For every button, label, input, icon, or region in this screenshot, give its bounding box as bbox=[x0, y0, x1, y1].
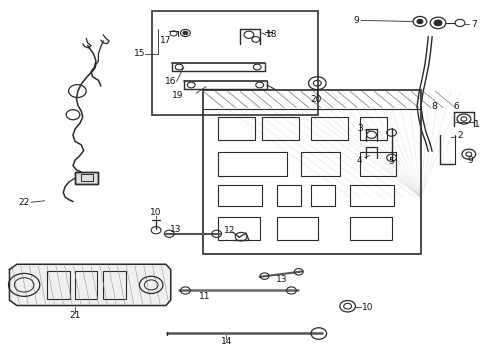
Text: 20: 20 bbox=[310, 95, 321, 104]
Bar bbox=[218, 152, 287, 176]
Polygon shape bbox=[9, 264, 171, 306]
Bar bbox=[262, 117, 299, 140]
Text: 17: 17 bbox=[160, 36, 171, 45]
Bar bbox=[47, 271, 70, 299]
Text: 4: 4 bbox=[357, 156, 363, 165]
Text: 10: 10 bbox=[363, 303, 374, 312]
Bar bbox=[277, 217, 318, 240]
Bar bbox=[218, 217, 260, 240]
Text: 12: 12 bbox=[223, 226, 235, 235]
Text: 13: 13 bbox=[276, 275, 288, 284]
Text: 22: 22 bbox=[19, 198, 30, 207]
Bar bbox=[350, 217, 392, 240]
Text: 7: 7 bbox=[471, 19, 477, 28]
Text: 1: 1 bbox=[474, 120, 480, 129]
Bar bbox=[350, 185, 394, 206]
Text: 11: 11 bbox=[199, 292, 211, 301]
Bar bbox=[277, 185, 301, 206]
Bar bbox=[360, 152, 396, 176]
Circle shape bbox=[183, 31, 188, 35]
Bar bbox=[203, 90, 421, 254]
Text: 8: 8 bbox=[432, 102, 438, 111]
Text: 16: 16 bbox=[165, 77, 176, 86]
Bar bbox=[81, 174, 93, 181]
Bar bbox=[75, 271, 98, 299]
Text: 5: 5 bbox=[389, 157, 394, 166]
Bar bbox=[360, 117, 387, 140]
Text: 2: 2 bbox=[457, 131, 463, 140]
Text: 19: 19 bbox=[172, 91, 183, 100]
Bar bbox=[103, 271, 126, 299]
Text: 15: 15 bbox=[134, 49, 145, 58]
Bar bbox=[311, 117, 347, 140]
Bar bbox=[75, 172, 98, 184]
Text: 21: 21 bbox=[69, 311, 81, 320]
Text: 10: 10 bbox=[150, 208, 162, 217]
Text: 3: 3 bbox=[357, 123, 363, 132]
Text: 18: 18 bbox=[266, 30, 277, 39]
Bar bbox=[75, 172, 98, 184]
Bar bbox=[152, 12, 318, 116]
Text: 9: 9 bbox=[467, 156, 473, 165]
Text: 6: 6 bbox=[454, 102, 460, 111]
Circle shape bbox=[417, 19, 423, 24]
Text: 13: 13 bbox=[170, 225, 181, 234]
Bar bbox=[218, 185, 262, 206]
Bar bbox=[218, 117, 255, 140]
Circle shape bbox=[434, 20, 442, 26]
Bar bbox=[301, 152, 340, 176]
Text: 14: 14 bbox=[221, 337, 232, 346]
Bar bbox=[311, 185, 335, 206]
Text: 9: 9 bbox=[353, 16, 359, 25]
